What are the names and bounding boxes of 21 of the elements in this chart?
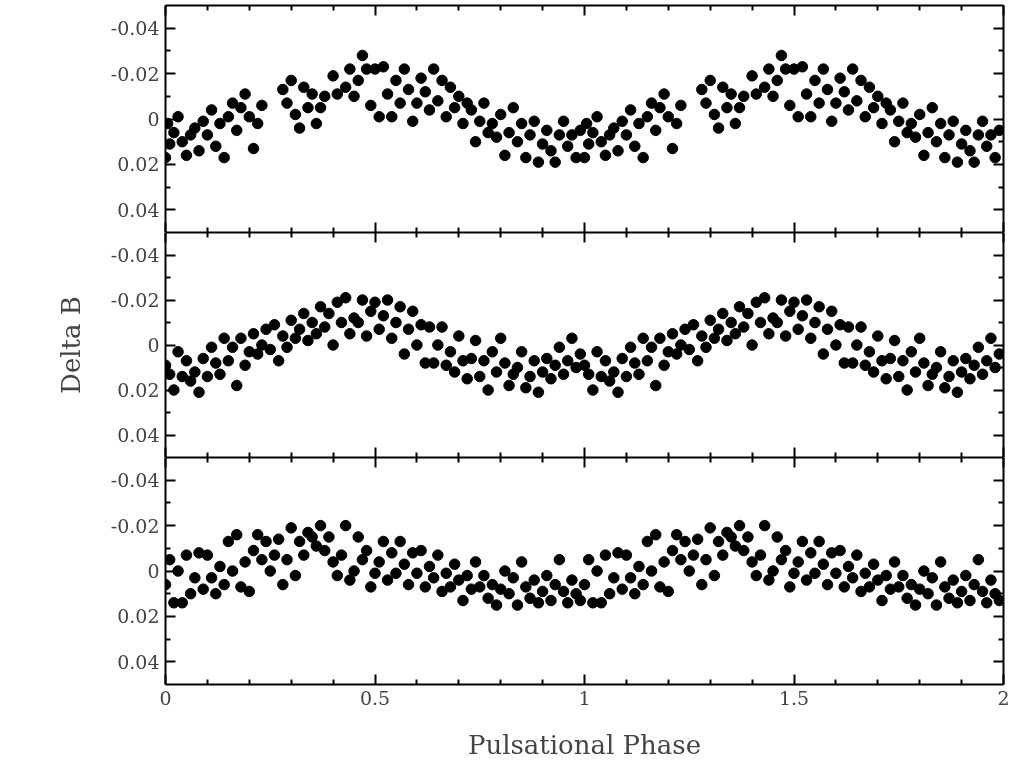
y-tick-label: 0.04 — [117, 650, 160, 673]
y-tick-label: -0.02 — [110, 289, 160, 311]
x-tick-label: 0.5 — [359, 686, 391, 709]
y-tick-label: 0 — [147, 108, 160, 130]
y-tick-label: 0.04 — [117, 424, 160, 446]
y-axis-title: Delta B — [55, 296, 86, 394]
x-axis-title: Pulsational Phase — [467, 729, 702, 760]
y-tick-label: 0.02 — [117, 379, 160, 401]
y-tick-label: 0 — [147, 560, 160, 582]
y-tick-label: -0.04 — [110, 244, 160, 266]
x-tick-label: 1.5 — [778, 686, 810, 709]
y-tick-label: 0.04 — [117, 198, 160, 221]
y-tick-label: -0.04 — [110, 17, 160, 40]
y-tick-label: -0.02 — [110, 514, 160, 537]
y-tick-label: 0 — [147, 334, 160, 356]
x-tick-label: 1 — [578, 686, 591, 709]
y-tick-label: 0.02 — [117, 605, 160, 628]
y-tick-label: -0.04 — [110, 469, 160, 492]
y-tick-label: -0.02 — [110, 62, 160, 85]
x-tick-label: 2 — [997, 686, 1010, 709]
y-tick-label: 0.02 — [117, 153, 160, 176]
